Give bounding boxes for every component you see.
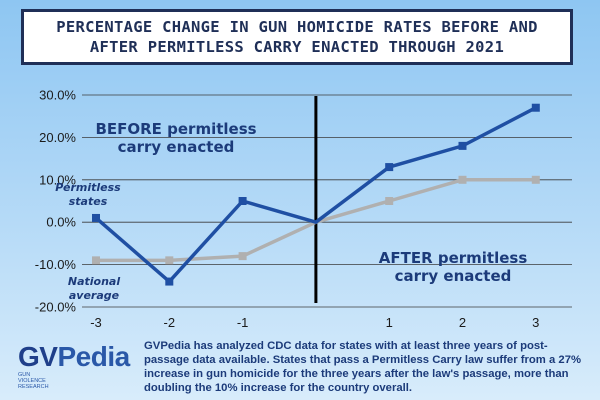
national-average-point	[238, 252, 247, 261]
after-annotation-line-1: AFTER permitless	[379, 249, 528, 267]
chart-title-line-1: Percentage Change in Gun Homicide Rates …	[56, 18, 538, 36]
y-tick-label: 20.0%	[39, 130, 76, 145]
national-average-label-line-1: National	[68, 275, 120, 288]
y-axis-ticks: 30.0% 20.0% 10.0% 0.0% -10.0% -20.0%	[35, 88, 77, 315]
y-tick-label: 0.0%	[46, 215, 76, 230]
y-tick-label: -10.0%	[35, 257, 77, 272]
national-average-point	[458, 175, 467, 184]
x-tick-label: 2	[459, 315, 466, 330]
grid-layer	[82, 94, 572, 308]
before-annotation-line-2: carry enacted	[118, 138, 235, 156]
title-box: Percentage Change in Gun Homicide Rates …	[21, 9, 573, 65]
national-average-point	[385, 197, 394, 205]
national-average-label-line-2: average	[69, 289, 120, 302]
national-average-point	[531, 175, 540, 184]
gvpedia-logo: GVPedia GUN VIOLENCE RESEARCH	[18, 341, 130, 392]
permitless-states-label-line-1: Permitless	[55, 181, 121, 194]
x-tick-label: 3	[532, 315, 539, 330]
logo-wordmark: GVPedia	[18, 341, 130, 372]
caption-text: GVPedia has analyzed CDC data for states…	[144, 340, 582, 394]
permitless-states-point	[238, 197, 247, 205]
permitless-states-point	[458, 141, 467, 150]
after-annotation-line-2: carry enacted	[395, 267, 512, 285]
x-tick-label: -3	[90, 315, 102, 330]
permitless-states-point	[385, 163, 394, 172]
permitless-states-point	[531, 103, 540, 112]
x-tick-label: -1	[237, 315, 249, 330]
chart-title-line-2: After Permitless Carry Enacted Through 2…	[89, 38, 505, 56]
before-annotation-line-1: BEFORE permitless	[95, 120, 256, 138]
y-tick-label: -20.0%	[35, 300, 77, 315]
permitless-states-point	[92, 213, 100, 222]
national-average-point	[92, 256, 100, 265]
x-tick-label: -2	[164, 315, 176, 330]
x-axis-ticks: -3 -2 -1 1 2 3	[90, 315, 539, 330]
y-tick-label: 30.0%	[39, 88, 76, 103]
permitless-states-label-line-2: states	[69, 195, 108, 208]
national-average-point	[165, 256, 174, 265]
y-tick-label: 10.0%	[39, 172, 76, 187]
permitless-states-point	[165, 277, 174, 286]
logo-subtitle: GUN VIOLENCE RESEARCH	[18, 372, 49, 390]
x-tick-label: 1	[386, 315, 393, 330]
series-layer	[92, 103, 540, 286]
